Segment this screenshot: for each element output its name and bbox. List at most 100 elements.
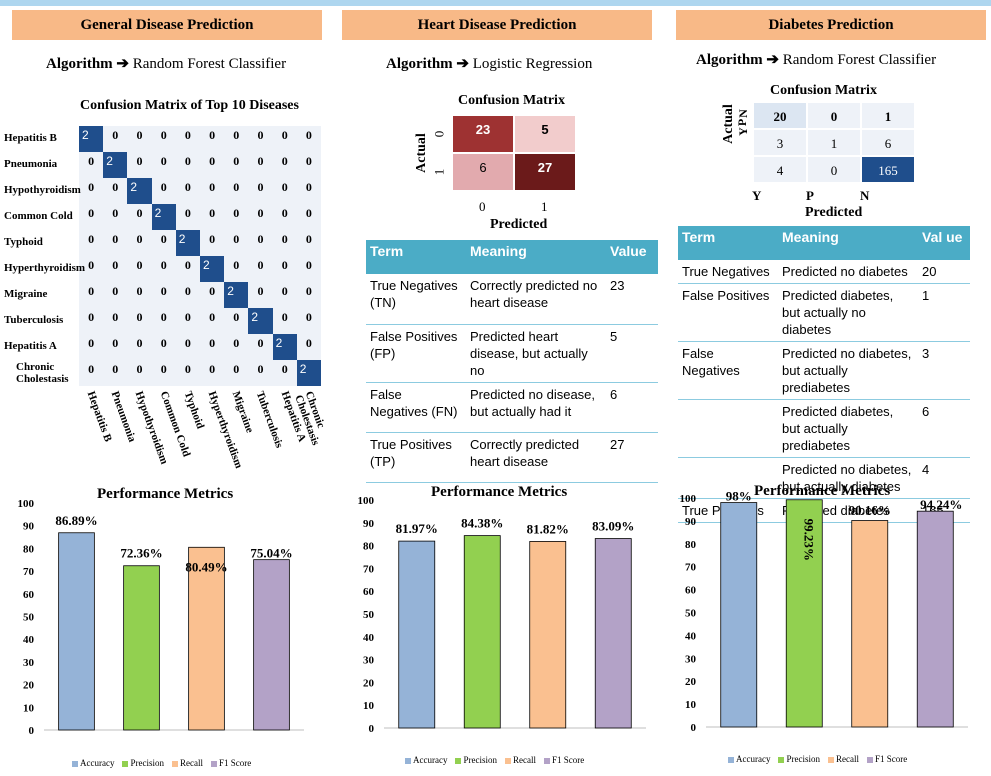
legend-swatch [866,756,873,763]
table-cell: 23 [606,274,658,325]
y-tick-label: 40 [685,630,697,642]
table-header-cell: Value [606,240,658,274]
cm-cell: 0 [281,362,288,376]
legend-label: Recall [179,758,203,768]
legend-item: Accuracy [728,754,770,764]
y-tick-label: 70 [685,562,697,574]
bar-accuracy [58,532,95,731]
cm-col-label: Migraine [229,389,256,435]
cm-cell: 0 [281,128,288,142]
table-cell: Predicted no diabetes, but actually diab… [778,457,918,499]
cm-cell: 0 [305,284,312,298]
cm-cell: 0 [136,362,143,376]
chart-title-general: Performance Metrics [97,486,234,502]
cm-cell: 0 [184,362,191,376]
cm-cell: 0 [184,180,191,194]
y-tick-label: 10 [363,700,375,712]
cm-cell: 0 [305,310,312,324]
table-row: True Negatives Predicted no diabetes 20 [678,260,970,284]
bar-chart-diabetes: 0 10 20 30 40 50 60 70 80 90 100 98% 99.23% 90.16% 94.… [680,490,968,734]
table-cell: 5 [606,324,658,383]
legend-swatch [543,757,550,764]
terms-table-heart: Term Meaning Value True Negatives (TN) Corre… [366,240,658,483]
legend-item: Precision [122,758,164,768]
cm-cell: 0 [88,362,95,376]
cm-cell: 0 [184,336,191,350]
cm-row-label: Hepatitis A [4,340,57,352]
cm-col-label: Hepatitis B [84,389,115,444]
bar-data-label: 99.23% [801,519,816,561]
y-tick-label: 90 [363,518,375,530]
cm-cell: 0 [112,336,119,350]
legend-label: Precision [786,754,820,764]
y-tick-label: 30 [685,653,697,665]
cm-cell: 2 [175,230,200,256]
table-cell: True Positives (TP) [366,432,466,483]
cm-cell: 0 [136,128,143,142]
table-header-cell: Meaning [778,226,918,260]
cm-cell: 0 [257,258,264,272]
legend-diabetes: Accuracy Precision Recall F1 Score [728,754,907,764]
bar-data-label: 80.49% [185,559,227,574]
bar-data-label: 94.24% [920,497,962,512]
cm-row-label: Common Cold [4,210,73,222]
table-header-cell: Meaning [466,240,606,274]
legend-item: Recall [171,758,203,768]
cm-cell: 0 [281,284,288,298]
cm-cell: 6 [452,153,514,191]
cm-cell: 0 [209,284,216,298]
table-row: Predicted diabetes, but actually prediab… [678,399,970,458]
bar-data-label: 90.16% [849,503,891,518]
cm-cell: 0 [136,310,143,324]
cm-cell: 0 [160,154,167,168]
cm-row-label: Migraine [4,288,48,300]
bar-f1-score [594,538,632,729]
legend-swatch [504,757,511,764]
y-tick-label: 90 [685,516,697,528]
cm-cell: 0 [281,232,288,246]
bar-data-label: 75.04% [250,546,292,561]
cm-cell: 0 [88,310,95,324]
table-header-cell: Term [678,226,778,260]
cm-cell: 0 [88,180,95,194]
cm-y-tick: P [735,118,750,127]
cm-cell: 0 [112,206,119,220]
cm-cell: 0 [305,128,312,142]
legend-swatch [405,757,411,764]
cm-cell: 0 [136,232,143,246]
y-tick-label: 10 [685,699,697,711]
y-tick-label: 0 [369,723,375,735]
algorithm-general: Algorithm ➔ Random Forest Classifier [46,56,287,72]
cm-cell: 0 [257,206,264,220]
cm-y-tick: N [735,109,750,118]
table-cell [678,457,778,499]
legend-label: Recall [835,754,859,764]
cm-cell: 23 [452,115,514,153]
y-tick-label: 40 [363,632,375,644]
legend-swatch [728,756,734,763]
cm-title-general: Confusion Matrix of Top 10 Diseases [80,98,299,113]
y-tick-label: 30 [23,657,35,669]
legend-item: Precision [455,755,497,765]
cm-row-label: Hepatitis B [4,132,57,144]
table-cell: Correctly predicted heart disease [466,432,606,483]
cm-cell: 0 [112,284,119,298]
cm-cell: 0 [112,232,119,246]
table-cell: 27 [606,432,658,483]
legend-swatch [122,760,129,767]
legend-item: Recall [827,754,859,764]
cm-cell: 0 [257,180,264,194]
chart-title-heart: Performance Metrics [431,484,568,500]
cm-cell: 0 [209,362,216,376]
algorithm-heart: Algorithm ➔ Logistic Regression [386,56,593,72]
y-tick-label: 80 [685,539,697,551]
y-tick-label: 0 [29,725,35,737]
table-row: Predicted no diabetes, but actually diab… [678,457,970,499]
legend-swatch [210,760,217,767]
cm-cell: 0 [112,362,119,376]
cm-x-tick: P [806,188,814,203]
cm-cell: 0 [281,206,288,220]
legend-label: F1 Score [874,754,908,764]
cm-cell: 0 [233,258,240,272]
cm-cell: 0 [209,310,216,324]
